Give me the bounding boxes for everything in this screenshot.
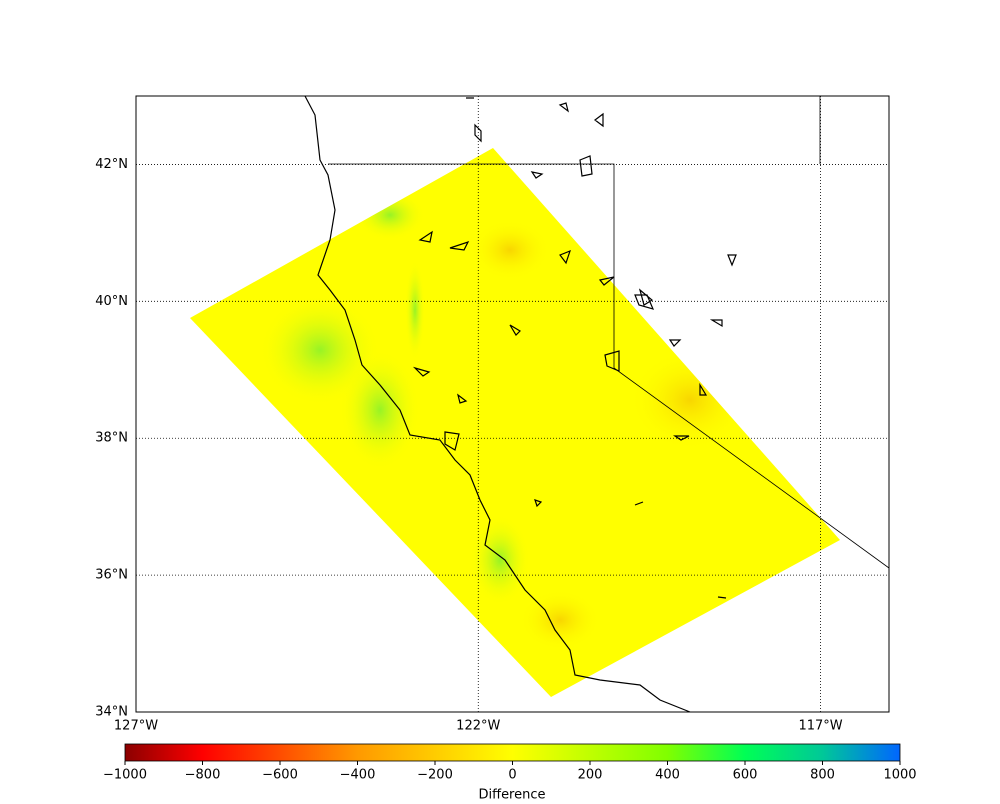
lat-tick-label: 42°N: [95, 157, 128, 172]
lon-tick-label: 122°W: [456, 719, 500, 734]
colorbar: [124, 743, 901, 762]
lat-tick-label: 34°N: [95, 705, 128, 720]
colorbar-tick-label: −600: [262, 768, 298, 783]
colorbar-tick-label: −1000: [103, 768, 147, 783]
colorbar-tick-label: 1000: [883, 768, 916, 783]
state-borders: [328, 96, 890, 569]
colorbar-label: Difference: [478, 788, 545, 801]
lon-tick-label: 117°W: [798, 719, 842, 734]
lon-tick-label: 127°W: [114, 719, 158, 734]
map-frame: [135, 95, 890, 713]
colorbar-tick-label: 800: [810, 768, 835, 783]
lat-tick-label: 38°N: [95, 431, 128, 446]
colorbar-tick-label: −400: [340, 768, 376, 783]
lat-tick-label: 40°N: [95, 294, 128, 309]
colorbar-tick-label: −200: [417, 768, 453, 783]
colorbar-tick-label: 400: [655, 768, 680, 783]
colorbar-tick-label: 200: [578, 768, 603, 783]
data-swath: [190, 148, 840, 697]
lat-tick-label: 36°N: [95, 568, 128, 583]
colorbar-tick-label: −800: [185, 768, 221, 783]
colorbar-tick-label: 600: [733, 768, 758, 783]
colorbar-tick-label: 0: [508, 768, 516, 783]
coastline: [304, 95, 737, 713]
